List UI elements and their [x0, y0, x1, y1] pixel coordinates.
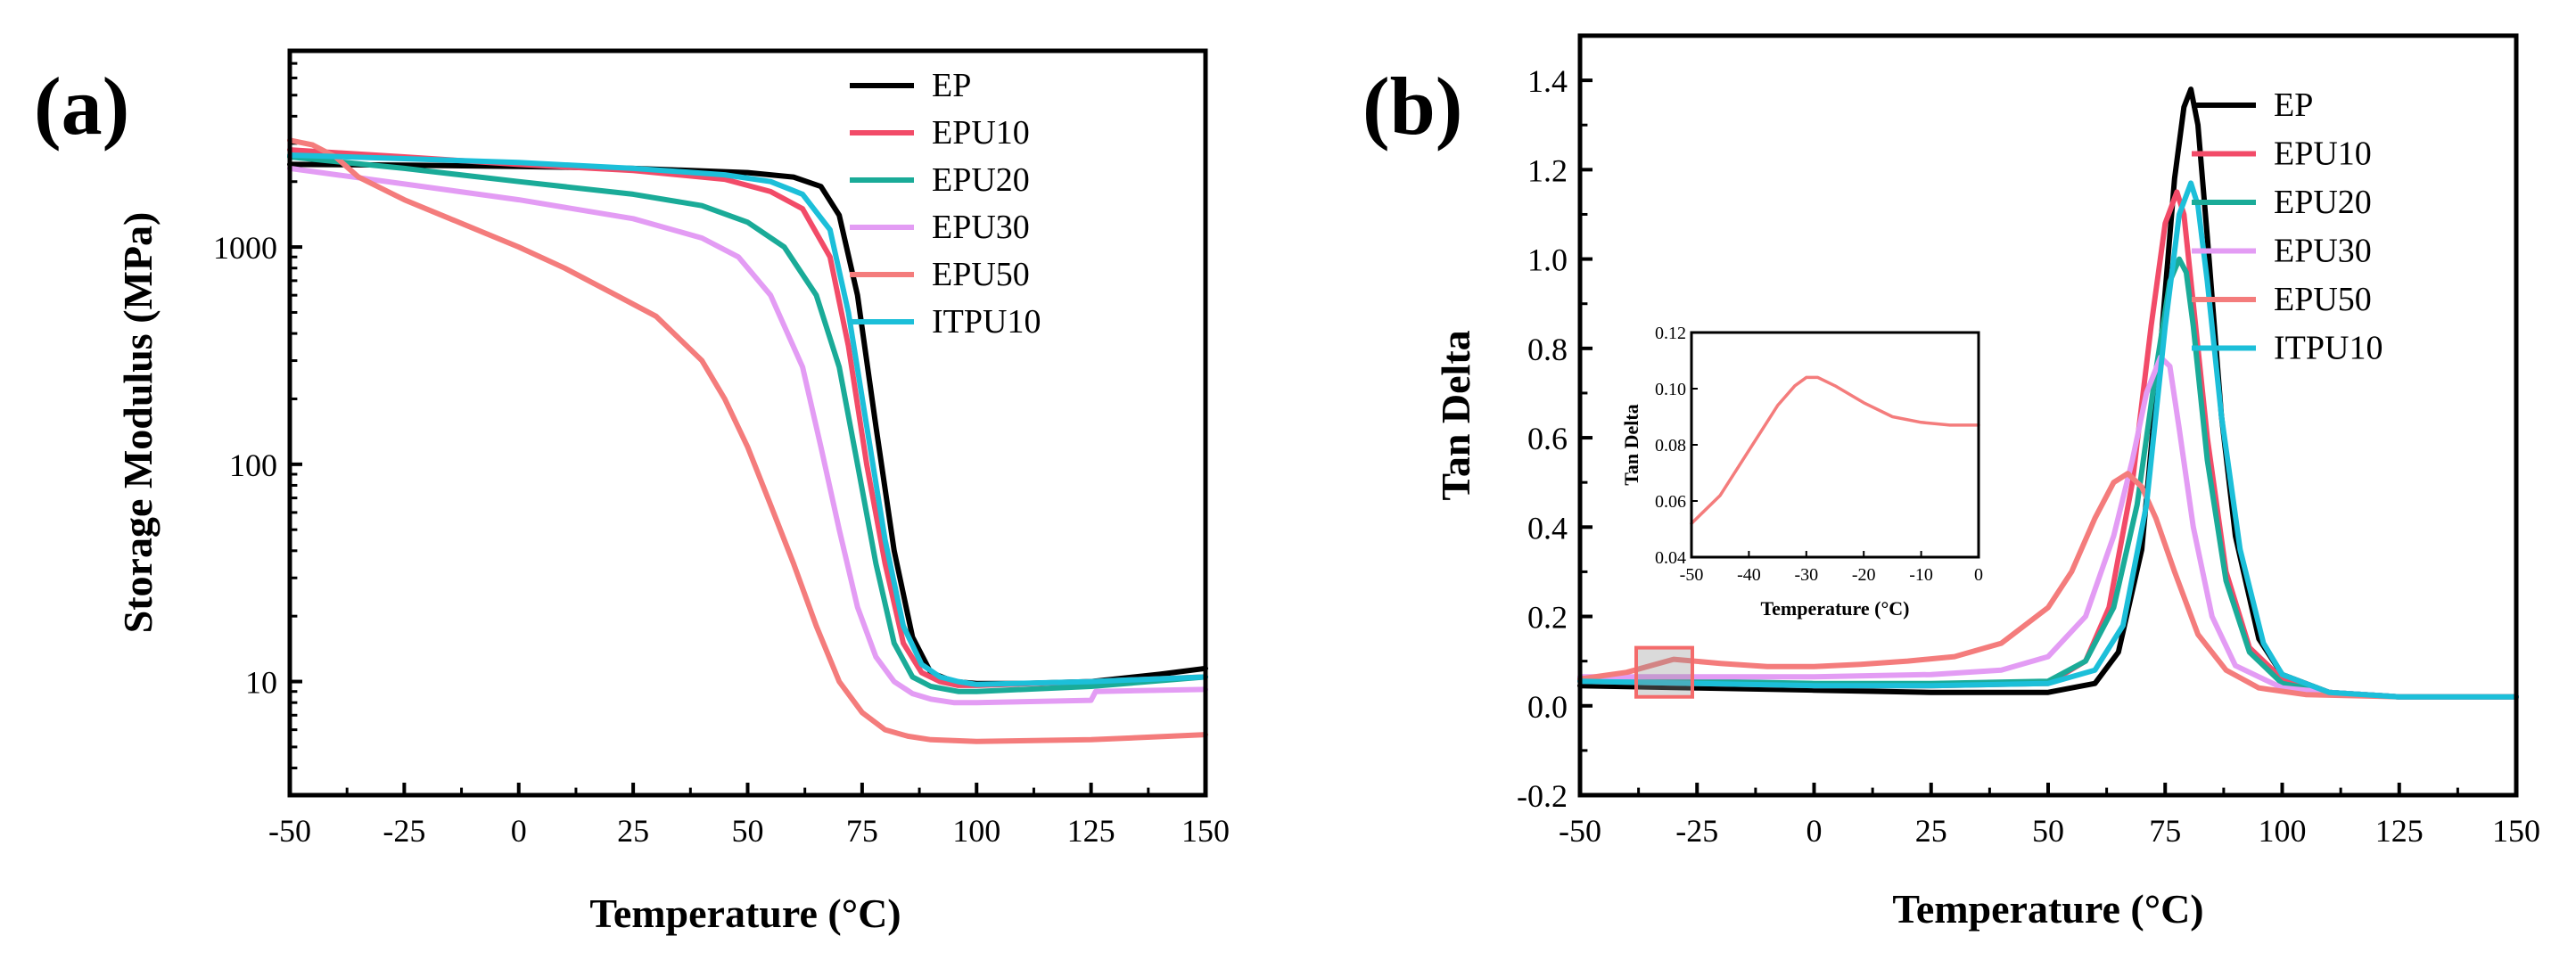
inset-background — [1691, 333, 1979, 557]
legend-label-epu30: EPU30 — [2274, 233, 2372, 270]
legend-label-epu10: EPU10 — [932, 114, 1030, 152]
y-tick-label: 100 — [229, 447, 277, 483]
x-tick-label: 50 — [2032, 813, 2064, 849]
series-line-itpu10 — [287, 152, 1208, 687]
legend-label-epu30: EPU30 — [932, 209, 1030, 246]
y-tick-label: 1000 — [213, 230, 277, 266]
series-line-epu50 — [1690, 375, 1980, 525]
inset-chart: -50 -40 -30 -20 -10 0 0.04 0.06 0.08 0.10 0.12 Tem… — [1620, 324, 1983, 620]
x-tick-label: 125 — [1067, 813, 1115, 849]
x-tick-label: -50 — [268, 813, 311, 849]
legend-label-epu50: EPU50 — [2274, 281, 2372, 318]
plot-frame — [287, 48, 1208, 798]
legend-label-ep: EP — [2274, 86, 2313, 124]
x-tick-label: -40 — [1737, 565, 1761, 585]
legend-label-epu20: EPU20 — [2274, 184, 2372, 221]
plot-frame — [1577, 33, 2519, 798]
x-tick-label: 50 — [732, 813, 764, 849]
y-tick-label: 1.2 — [1527, 152, 1568, 188]
x-tick-label: 150 — [1181, 813, 1230, 849]
x-tick-label: -25 — [1675, 813, 1718, 849]
x-tick-label: -30 — [1794, 565, 1818, 585]
x-tick-label: 25 — [617, 813, 649, 849]
series-line-epu20 — [287, 154, 1208, 694]
y-tick-label: 0.04 — [1655, 548, 1686, 568]
legend-label-epu20: EPU20 — [932, 161, 1030, 199]
series-line-epu50 — [1577, 471, 2519, 700]
highlight-box — [1634, 645, 1694, 699]
y-tick-label: 1.0 — [1527, 242, 1568, 278]
y-tick-label: 0.12 — [1655, 324, 1686, 343]
series-line-epu30 — [287, 165, 1208, 706]
series-line-itpu10 — [1577, 180, 2519, 700]
y-tick-label: -0.2 — [1517, 778, 1568, 814]
x-tick-label: -20 — [1852, 565, 1876, 585]
legend-label-epu10: EPU10 — [2274, 135, 2372, 173]
y-tick-label: 0.10 — [1655, 380, 1686, 399]
legend-label-itpu10: ITPU10 — [2274, 330, 2383, 367]
legend-label-ep: EP — [932, 67, 971, 104]
legend: EP EPU10 EPU20 EPU30 EPU50 ITPU10 — [2192, 86, 2383, 367]
series-line-epu30 — [1577, 354, 2519, 700]
y-tick-label: 10 — [245, 665, 277, 701]
x-axis-title: Temperature (°C) — [1892, 886, 2203, 932]
legend: EP EPU10 EPU20 EPU30 EPU50 ITPU10 — [850, 67, 1041, 341]
x-tick-label: -50 — [1559, 813, 1601, 849]
y-tick-label: 0.6 — [1527, 421, 1568, 456]
storage-modulus-chart: -50 -25 0 25 50 75 100 125 150 10 100 1000 Temperat… — [115, 48, 1230, 936]
x-axis-title: Temperature (°C) — [589, 891, 901, 936]
tick-labels: -50 -25 0 25 50 75 100 125 150 -0.2 0.0 0.2 0.4 0.6 0.… — [1517, 63, 2540, 849]
x-tick-label: -25 — [383, 813, 425, 849]
x-tick-label: 75 — [846, 813, 878, 849]
inset-x-axis-title: Temperature (°C) — [1760, 597, 1909, 620]
x-tick-label: 0 — [1974, 565, 1983, 585]
series-layer — [1690, 375, 1980, 525]
tick-labels: -50 -25 0 25 50 75 100 125 150 10 100 1000 — [213, 230, 1230, 849]
inset-y-axis-title: Tan Delta — [1620, 404, 1642, 485]
series-line-epu10 — [287, 147, 1208, 688]
x-tick-label: -50 — [1680, 565, 1704, 585]
y-tick-label: 0.2 — [1527, 600, 1568, 636]
x-tick-label: 100 — [2259, 813, 2307, 849]
x-tick-label: 125 — [2375, 813, 2424, 849]
legend-label-epu50: EPU50 — [932, 256, 1030, 293]
y-tick-label: 1.4 — [1527, 63, 1568, 99]
x-tick-label: 100 — [952, 813, 1000, 849]
series-layer — [1577, 86, 2519, 700]
y-tick-label: 0.06 — [1655, 492, 1686, 512]
y-axis-title: Tan Delta — [1433, 330, 1478, 500]
y-tick-label: 0.08 — [1655, 436, 1686, 456]
x-tick-label: 0 — [511, 813, 527, 849]
y-axis-title: Storage Modulus (MPa) — [115, 212, 160, 634]
x-tick-label: 25 — [1915, 813, 1947, 849]
y-tick-label: 0.4 — [1527, 510, 1568, 546]
series-layer — [287, 137, 1208, 744]
legend-label-itpu10: ITPU10 — [932, 303, 1041, 341]
series-line-epu50 — [287, 137, 1208, 744]
x-tick-label: 150 — [2492, 813, 2540, 849]
series-line-ep — [287, 161, 1208, 686]
panel-label-b: (b) — [1362, 61, 1462, 152]
inset-frame — [1690, 331, 1980, 559]
y-tick-label: 0.8 — [1527, 332, 1568, 367]
x-tick-label: 75 — [2149, 813, 2181, 849]
panel-label-a: (a) — [34, 61, 129, 152]
tan-delta-chart: -50 -25 0 25 50 75 100 125 150 -0.2 0.0 0.2 0.4 0.6 0.… — [1433, 33, 2540, 932]
y-tick-label: 0.0 — [1527, 689, 1568, 725]
x-tick-label: -10 — [1909, 565, 1933, 585]
x-tick-label: 0 — [1806, 813, 1823, 849]
tick-labels: -50 -40 -30 -20 -10 0 0.04 0.06 0.08 0.10 0.12 — [1655, 324, 1983, 585]
